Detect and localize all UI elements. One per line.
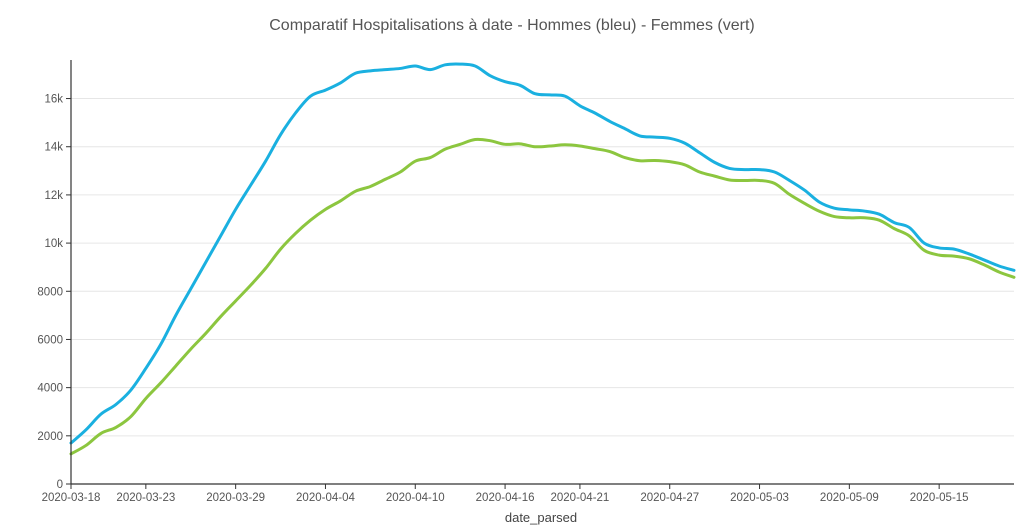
y-tick-label-8: 16k <box>44 94 63 106</box>
x-tick-label-5: 2020-04-16 <box>476 492 535 504</box>
x-tick-label-10: 2020-05-15 <box>910 492 969 504</box>
x-tick-label-3: 2020-04-04 <box>296 492 355 504</box>
x-tick-label-8: 2020-05-03 <box>730 492 789 504</box>
x-tick-label-9: 2020-05-09 <box>820 492 879 504</box>
series-line-1 <box>69 137 1016 456</box>
x-axis-label: date_parsed <box>505 510 577 525</box>
x-tick-label-1: 2020-03-23 <box>116 492 175 504</box>
x-tick-label-7: 2020-04-27 <box>640 492 699 504</box>
y-tick-label-1: 2000 <box>37 431 63 443</box>
x-tick-label-4: 2020-04-10 <box>386 492 445 504</box>
series-lines <box>69 62 1016 456</box>
y-tick-label-6: 12k <box>44 190 63 202</box>
x-tick-label-2: 2020-03-29 <box>206 492 265 504</box>
y-tick-label-0: 0 <box>57 479 63 491</box>
x-tick-label-0: 2020-03-18 <box>42 492 101 504</box>
x-tick-label-6: 2020-04-21 <box>551 492 610 504</box>
gridlines <box>71 98 1014 437</box>
series-line-0 <box>69 62 1016 445</box>
axes: 0 2000 4000 6000 8000 10k 12k 14k 16k 2020-03-18 2… <box>37 60 1014 504</box>
y-tick-label-2: 4000 <box>37 383 63 395</box>
y-tick-label-4: 8000 <box>37 286 63 298</box>
y-tick-label-7: 14k <box>44 142 63 154</box>
y-tick-label-5: 10k <box>44 238 63 250</box>
chart-title: Comparatif Hospitalisations à date - Hom… <box>269 17 754 34</box>
y-tick-label-3: 6000 <box>37 334 63 346</box>
